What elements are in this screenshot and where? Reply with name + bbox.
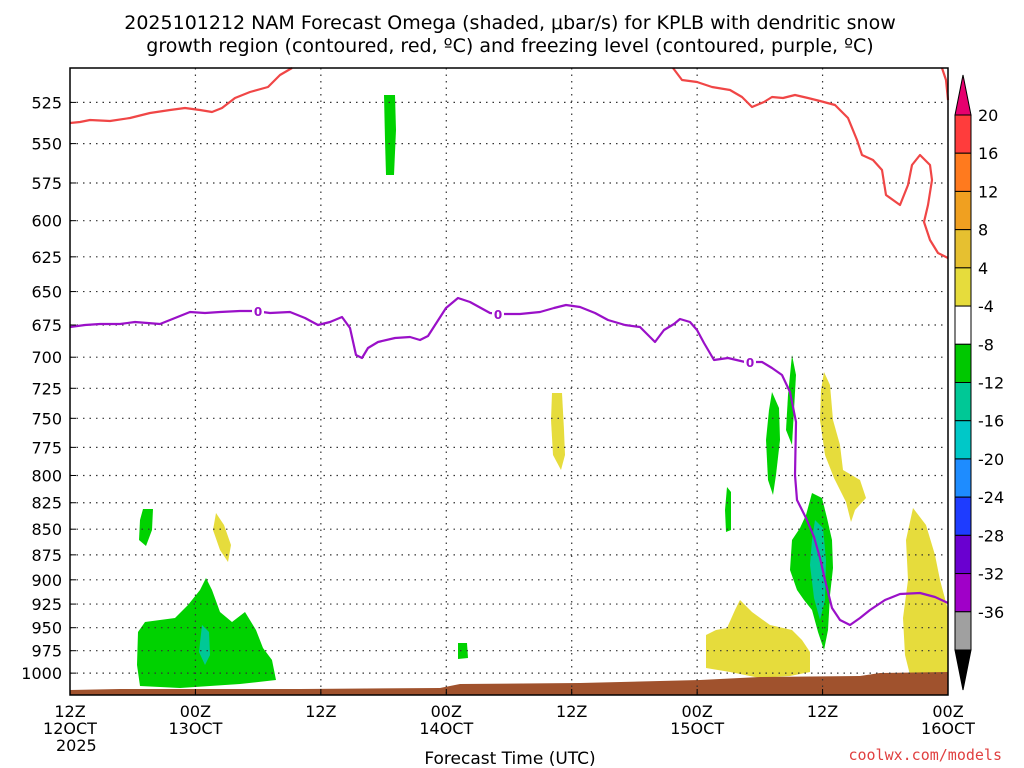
x-tick-label: 12Z (807, 702, 838, 721)
colorbar-top-arrow (954, 74, 972, 116)
x-tick-label: 00Z (180, 702, 211, 721)
y-tick-label: 775 (31, 438, 62, 457)
colorbar-label: 12 (978, 182, 998, 201)
colorbar-label: -28 (978, 526, 1004, 545)
colorbar-swatch (954, 229, 972, 269)
omega-shade-green (384, 95, 396, 175)
x-tick-label: 00Z (681, 702, 712, 721)
x-tick-label: 00Z (431, 702, 462, 721)
colorbar-label: -16 (978, 412, 1004, 431)
omega-shade-yellow (706, 600, 810, 678)
colorbar-swatch (954, 305, 972, 345)
omega-shade-yellow (820, 372, 866, 522)
y-tick-label: 925 (31, 595, 62, 614)
dgz-contour-red (672, 67, 949, 259)
colorbar-label: -4 (978, 297, 994, 316)
colorbar-swatch (954, 267, 972, 307)
y-tick-label: 600 (31, 212, 62, 231)
y-axis-ticks: 525 550 575 600 625 650 675 700 725 750 775 800 825 8… (21, 93, 76, 683)
x-tick-label: 12Z (305, 702, 336, 721)
gridlines (70, 68, 948, 695)
chart-title-line2: growth region (contoured, red, ºC) and f… (146, 35, 873, 57)
colorbar-swatch (954, 573, 972, 613)
colorbar-label: -36 (978, 603, 1004, 622)
freezing-level-label: 0 (746, 356, 754, 370)
freezing-level-label: 0 (254, 305, 262, 319)
colorbar-swatch (954, 458, 972, 498)
y-tick-label: 825 (31, 494, 62, 513)
x-tick-label: 2025 (56, 736, 97, 755)
y-tick-label: 650 (31, 283, 62, 302)
colorbar-swatch (954, 343, 972, 383)
colorbar-label: -24 (978, 488, 1004, 507)
colorbar-label: -32 (978, 565, 1004, 584)
colorbar-swatch (954, 611, 972, 651)
colorbar-label: -12 (978, 374, 1004, 393)
colorbar-swatch (954, 420, 972, 460)
x-tick-label: 14OCT (419, 719, 473, 738)
freezing-level-label: 0 (494, 308, 502, 322)
y-tick-label: 750 (31, 409, 62, 428)
contour-label-bg (492, 306, 504, 321)
colorbar-label: 4 (978, 259, 988, 278)
dgz-contour-red (69, 67, 293, 125)
contour-label-bg (252, 303, 264, 318)
omega-shade-green (766, 392, 780, 495)
colorbar-label: 8 (978, 221, 988, 240)
x-tick-label: 12OCT (43, 719, 97, 738)
colorbar-label: 16 (978, 144, 998, 163)
omega-shade-teal (199, 625, 210, 665)
freezing-level-contour (69, 296, 949, 627)
y-tick-label: 850 (31, 520, 62, 539)
contour-label-bg (744, 354, 756, 369)
omega-shade-yellow (903, 508, 948, 675)
omega-shading-layer (70, 95, 948, 695)
y-tick-label: 800 (31, 466, 62, 485)
dgz-contour-red (940, 67, 950, 101)
y-tick-label: 525 (31, 93, 62, 112)
y-tick-label: 700 (31, 348, 62, 367)
y-tick-label: 675 (31, 316, 62, 335)
y-tick-label: 975 (31, 642, 62, 661)
contour-layer: 0 0 0 (69, 67, 950, 627)
y-tick-label: 950 (31, 619, 62, 638)
chart-title-line1: 2025101212 NAM Forecast Omega (shaded, μ… (124, 12, 896, 34)
colorbar-label: 20 (978, 106, 998, 125)
omega-shade-green (725, 487, 731, 532)
y-tick-label: 725 (31, 379, 62, 398)
omega-shade-green (139, 509, 153, 546)
x-tick-label: 12Z (54, 702, 85, 721)
omega-shade-yellow (551, 393, 565, 470)
plot-frame (69, 67, 949, 696)
y-tick-label: 875 (31, 546, 62, 565)
x-tick-label: 00Z (932, 702, 963, 721)
colorbar-swatch (954, 114, 972, 154)
credit-text: coolwx.com/models (848, 746, 1002, 764)
y-tick-label: 1000 (21, 664, 62, 683)
y-tick-label: 550 (31, 135, 62, 154)
omega-shade-green (458, 643, 468, 659)
colorbar: 20 16 12 8 4 -4 -8 -12 -16 -20 -24 -28 -32 -36 (954, 74, 1004, 691)
x-tick-label: 13OCT (168, 719, 222, 738)
y-tick-label: 900 (31, 571, 62, 590)
x-tick-label: 15OCT (670, 719, 724, 738)
x-axis-label: Forecast Time (UTC) (424, 749, 595, 768)
y-tick-label: 575 (31, 174, 62, 193)
x-tick-label: 16OCT (921, 719, 975, 738)
colorbar-swatch (954, 382, 972, 422)
x-tick-label: 12Z (556, 702, 587, 721)
colorbar-swatch (954, 152, 972, 192)
terrain-band (70, 672, 948, 695)
colorbar-swatch (954, 190, 972, 231)
colorbar-bottom-arrow (954, 649, 972, 691)
colorbar-label: -20 (978, 450, 1004, 469)
colorbar-swatch (954, 496, 972, 536)
y-tick-label: 625 (31, 248, 62, 267)
colorbar-label: -8 (978, 335, 994, 354)
colorbar-swatch (954, 534, 972, 575)
omega-shade-yellow (213, 513, 231, 562)
